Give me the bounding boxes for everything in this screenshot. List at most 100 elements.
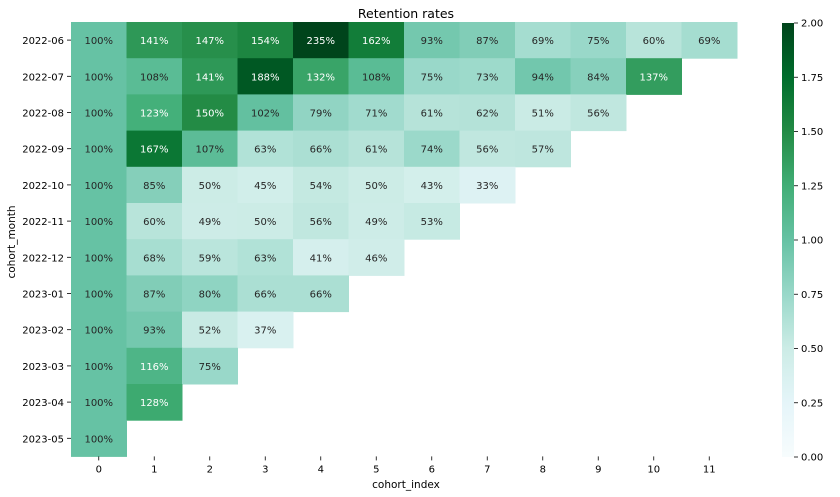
heatmap-cell [182, 58, 238, 95]
cell-label: 50% [199, 181, 221, 192]
heatmap-cell [293, 130, 349, 168]
cell-label: 54% [310, 181, 332, 192]
cell-label: 49% [365, 217, 387, 228]
x-tick-label: 2 [207, 464, 213, 475]
x-tick-label: 0 [96, 464, 102, 475]
cell-label: 75% [199, 362, 221, 373]
heatmap-cell [237, 239, 294, 276]
cell-label: 100% [84, 109, 113, 120]
cell-label: 100% [84, 72, 113, 83]
cell-label: 100% [84, 290, 113, 301]
heatmap-cell [237, 94, 294, 132]
cell-label: 132% [306, 72, 335, 83]
cell-label: 68% [143, 253, 165, 264]
heatmap-cell [515, 130, 571, 168]
cell-label: 79% [310, 109, 332, 120]
heatmap-cell [348, 166, 405, 204]
cell-label: 188% [251, 72, 280, 83]
heatmap-cell [126, 239, 183, 276]
cell-label: 128% [140, 398, 169, 409]
x-tick-label: 5 [373, 464, 379, 475]
cell-label: 66% [310, 145, 332, 156]
heatmap-cell [293, 94, 349, 132]
cell-label: 46% [365, 253, 387, 264]
heatmap-cell [182, 22, 238, 59]
heatmap-cell [126, 311, 183, 349]
heatmap-cell [404, 94, 460, 132]
heatmap-cell [182, 130, 238, 168]
y-axis-ticks: 2022-06 2022-07 2022-08 2022-09 2022-10 2022-… [22, 36, 71, 445]
colorbar-tick-label: 1.00 [801, 236, 823, 247]
heatmap-cell [348, 130, 405, 168]
cell-label: 167% [140, 145, 169, 156]
heatmap-cell [182, 203, 238, 240]
heatmap-cell [515, 22, 571, 59]
cell-label: 100% [84, 181, 113, 192]
cell-label: 49% [199, 217, 221, 228]
heatmap-cell [126, 58, 183, 95]
heatmap-cell [681, 22, 738, 59]
cell-label: 102% [251, 109, 280, 120]
cell-label: 60% [143, 217, 165, 228]
heatmap-cell [293, 166, 349, 204]
x-tick-label: 3 [262, 464, 268, 475]
y-axis-label: cohort_month [6, 205, 18, 278]
heatmap-cell [126, 384, 183, 421]
x-tick-label: 1 [151, 464, 157, 475]
y-tick-label: 2023-03 [22, 362, 64, 373]
heatmap-cell [293, 58, 349, 95]
cell-label: 141% [195, 72, 224, 83]
y-tick-label: 2022-12 [22, 253, 64, 264]
heatmap-cells: 100% 141% 147% 154% 235% 162% 93% 87% 69% 75% 60% 6… [71, 22, 738, 457]
cell-label: 162% [362, 36, 391, 47]
heatmap-cell [182, 275, 238, 313]
heatmap-cell [71, 22, 127, 59]
heatmap-cell [570, 22, 627, 59]
colorbar-tick-label: 1.75 [801, 73, 823, 84]
cell-label: 66% [310, 290, 332, 301]
y-tick-label: 2022-06 [22, 36, 64, 47]
heatmap-cell [237, 58, 294, 95]
cell-label: 61% [421, 109, 443, 120]
cell-label: 57% [532, 145, 554, 156]
heatmap-cell [71, 58, 127, 95]
heatmap-cell [293, 275, 349, 313]
heatmap-cell [293, 239, 349, 276]
cell-label: 45% [254, 181, 276, 192]
cell-label: 93% [143, 326, 165, 337]
heatmap-cell [237, 166, 294, 204]
cell-label: 147% [195, 36, 224, 47]
cell-label: 66% [254, 290, 276, 301]
cell-label: 75% [421, 72, 443, 83]
colorbar-tick-label: 2.00 [801, 19, 823, 30]
cell-label: 100% [84, 434, 113, 445]
cell-label: 100% [84, 326, 113, 337]
cell-label: 43% [421, 181, 443, 192]
heatmap-cell [126, 94, 183, 132]
heatmap-cell [515, 94, 571, 132]
cell-label: 69% [532, 36, 554, 47]
heatmap-cell [71, 166, 127, 204]
cell-label: 80% [199, 290, 221, 301]
cell-label: 94% [532, 72, 554, 83]
heatmap-cell [348, 58, 405, 95]
cell-label: 93% [421, 36, 443, 47]
heatmap-cell [182, 166, 238, 204]
heatmap-cell [237, 311, 294, 349]
heatmap-cell [293, 203, 349, 240]
heatmap-cell [126, 22, 183, 59]
cell-label: 62% [476, 109, 498, 120]
x-tick-label: 7 [484, 464, 490, 475]
cell-label: 63% [254, 253, 276, 264]
cell-label: 108% [362, 72, 391, 83]
heatmap-cell [404, 58, 460, 95]
cell-label: 123% [140, 109, 169, 120]
heatmap-cell [182, 311, 238, 349]
heatmap-cell [570, 94, 627, 132]
x-tick-label: 11 [703, 464, 716, 475]
heatmap-cell [348, 239, 405, 276]
y-tick-label: 2023-05 [22, 434, 64, 445]
cell-label: 33% [476, 181, 498, 192]
cell-label: 100% [84, 145, 113, 156]
